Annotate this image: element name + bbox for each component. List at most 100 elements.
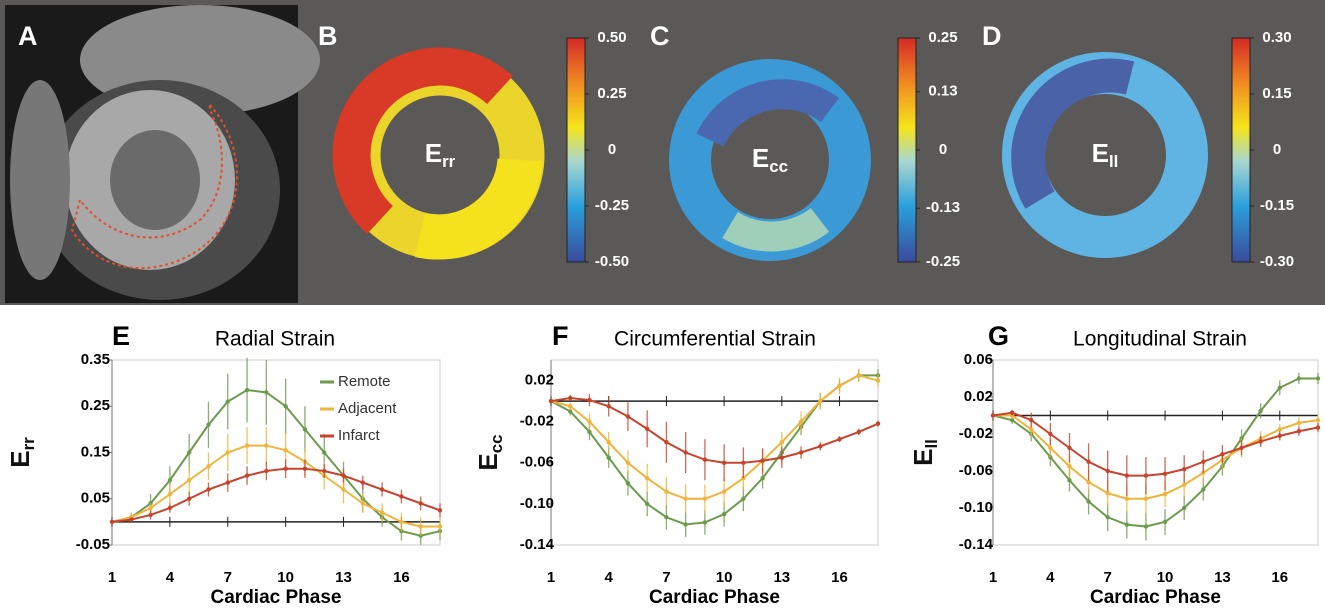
data-point bbox=[1086, 499, 1091, 504]
y-tick-label: -0.10 bbox=[520, 495, 554, 512]
x-tick-label: 16 bbox=[831, 569, 848, 586]
panel-letter: F bbox=[552, 321, 569, 351]
data-point bbox=[721, 460, 727, 465]
colorbar-tick-label: -0.50 bbox=[595, 253, 629, 270]
data-point bbox=[1029, 427, 1034, 432]
data-point bbox=[1296, 420, 1302, 426]
chart-title: Longitudinal Strain bbox=[1073, 328, 1247, 351]
data-point bbox=[702, 520, 708, 525]
data-point bbox=[683, 522, 688, 527]
strain-map-cc bbox=[669, 59, 871, 261]
data-point bbox=[1029, 417, 1034, 423]
data-point bbox=[664, 489, 669, 494]
label-sub: rr bbox=[442, 152, 456, 171]
data-point bbox=[379, 510, 385, 515]
x-tick-label: 4 bbox=[605, 569, 614, 586]
data-point bbox=[1067, 445, 1072, 451]
y-tick-label: -0.10 bbox=[959, 499, 993, 516]
data-point bbox=[1181, 466, 1187, 472]
data-point bbox=[283, 404, 288, 409]
data-point bbox=[399, 519, 404, 525]
data-point bbox=[625, 414, 631, 419]
data-point bbox=[568, 404, 573, 409]
x-axis-label: Cardiac Phase bbox=[211, 587, 342, 608]
y-tick-label: -0.05 bbox=[76, 536, 110, 553]
data-point bbox=[1162, 519, 1168, 525]
data-point bbox=[1009, 410, 1015, 415]
plot-area bbox=[992, 359, 1319, 546]
data-point bbox=[206, 487, 211, 492]
series-line bbox=[550, 374, 879, 500]
legend-label: Remote bbox=[338, 373, 391, 390]
colorbar-tick-label: 0.50 bbox=[597, 29, 626, 46]
label-main: E bbox=[908, 449, 938, 466]
data-point bbox=[664, 515, 669, 520]
series-line bbox=[550, 397, 879, 464]
data-point bbox=[1201, 487, 1206, 492]
colorbar-tick-label: -0.25 bbox=[595, 197, 629, 214]
x-tick-label: 4 bbox=[166, 569, 175, 586]
data-point bbox=[1048, 431, 1053, 437]
data-point bbox=[1220, 452, 1225, 457]
x-tick-label: 7 bbox=[224, 569, 232, 586]
data-point bbox=[1258, 408, 1263, 414]
series-line bbox=[993, 414, 1319, 500]
data-point bbox=[1315, 376, 1321, 381]
data-point bbox=[302, 466, 308, 471]
colorbar-tick-label: -0.30 bbox=[1260, 253, 1294, 270]
data-point bbox=[875, 421, 881, 426]
x-tick-label: 4 bbox=[1046, 569, 1055, 586]
data-point bbox=[606, 404, 611, 409]
data-point bbox=[721, 511, 727, 517]
data-point bbox=[360, 501, 366, 506]
data-point bbox=[283, 466, 288, 471]
label-sub: cc bbox=[487, 434, 506, 453]
data-point bbox=[1067, 478, 1072, 483]
data-point bbox=[683, 450, 688, 455]
y-tick-label: -0.14 bbox=[959, 536, 994, 553]
data-point bbox=[1009, 417, 1015, 423]
data-point bbox=[1067, 464, 1072, 469]
data-point bbox=[1086, 479, 1091, 485]
colorbar-tick-label: 0 bbox=[939, 141, 947, 158]
data-point bbox=[437, 508, 443, 513]
series-line bbox=[111, 467, 441, 523]
data-point bbox=[1162, 471, 1168, 476]
data-point bbox=[399, 494, 404, 499]
data-point bbox=[225, 399, 230, 404]
x-tick-label: 10 bbox=[716, 569, 733, 586]
data-point bbox=[818, 398, 823, 404]
label-main: E bbox=[425, 138, 442, 168]
data-point bbox=[206, 422, 211, 427]
axis-label: Ecc bbox=[752, 143, 788, 176]
data-point bbox=[1181, 505, 1187, 511]
data-point bbox=[587, 419, 592, 424]
data-point bbox=[109, 519, 115, 525]
data-point bbox=[225, 450, 230, 455]
y-tick-label: 0.02 bbox=[525, 372, 554, 389]
x-tick-label: 16 bbox=[393, 569, 410, 586]
data-point bbox=[186, 496, 192, 501]
data-point bbox=[644, 501, 650, 507]
data-point bbox=[1105, 515, 1110, 520]
panel-letter: E bbox=[112, 321, 130, 351]
strain-map-rr bbox=[332, 47, 545, 260]
x-axis-label: Cardiac Phase bbox=[1090, 587, 1221, 608]
data-point bbox=[587, 397, 592, 403]
x-tick-label: 10 bbox=[277, 569, 294, 586]
colorbar bbox=[897, 37, 917, 263]
label-sub: ll bbox=[922, 439, 941, 448]
axis-label: Err bbox=[425, 138, 456, 171]
x-tick-label: 1 bbox=[108, 569, 116, 586]
panel-letter: C bbox=[650, 21, 670, 51]
data-point bbox=[302, 427, 308, 432]
data-point bbox=[856, 429, 861, 435]
data-point bbox=[1086, 459, 1091, 464]
colorbar-tick-label: 0 bbox=[608, 141, 616, 158]
data-point bbox=[341, 473, 346, 478]
data-point bbox=[1181, 482, 1187, 488]
data-point bbox=[148, 512, 153, 518]
data-point bbox=[379, 487, 385, 492]
legend-label: Adjacent bbox=[338, 400, 397, 417]
y-tick-label: -0.06 bbox=[520, 454, 554, 471]
